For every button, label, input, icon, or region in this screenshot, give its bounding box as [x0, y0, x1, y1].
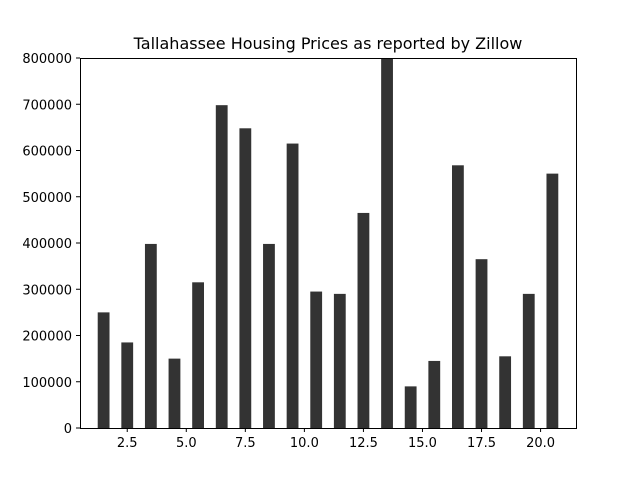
bar-11: [333, 293, 346, 428]
y-tick-label: 0: [64, 422, 72, 437]
bar-18: [499, 356, 512, 428]
bar-2: [121, 342, 134, 428]
y-tick-label: 400000: [22, 237, 72, 252]
bar-1: [97, 312, 110, 428]
bar-8: [263, 243, 275, 428]
x-tick-label: 15.0: [408, 436, 437, 451]
bar-20: [546, 173, 559, 428]
x-tick-label: 17.5: [467, 436, 496, 451]
bar-9: [286, 143, 299, 428]
bars-layer: [97, 58, 559, 429]
bar-10: [310, 291, 323, 428]
bar-12: [357, 212, 370, 428]
bar-13: [381, 58, 393, 428]
y-tick-label: 800000: [22, 52, 72, 67]
bar-15: [428, 360, 441, 428]
y-tick-label: 500000: [22, 191, 72, 206]
x-tick-label: 2.5: [117, 436, 138, 451]
y-tick-label: 700000: [22, 98, 72, 113]
y-axis-ticks: 0 100000 200000 300000 400000 500000 600000 700…: [22, 52, 80, 437]
bar-14: [404, 386, 417, 428]
bar-7: [239, 128, 252, 429]
x-tick-label: 12.5: [349, 436, 378, 451]
x-axis-ticks: 2.5 5.0 7.5 10.0 12.5 15.0 17.5 20.0: [117, 428, 555, 451]
bar-5: [192, 282, 204, 428]
bar-19: [522, 293, 535, 428]
bar-17: [475, 259, 488, 428]
x-tick-label: 10.0: [290, 436, 319, 451]
y-tick-label: 100000: [22, 376, 72, 391]
bar-6: [215, 105, 228, 429]
plot-frame: [80, 58, 577, 429]
y-tick-label: 200000: [22, 330, 72, 345]
chart-title: Tallahassee Housing Prices as reported b…: [133, 34, 523, 53]
bar-16: [452, 165, 464, 429]
x-tick-label: 20.0: [526, 436, 555, 451]
x-tick-label: 7.5: [235, 436, 256, 451]
bar-4: [168, 358, 181, 428]
x-tick-label: 5.0: [176, 436, 197, 451]
bar-3: [144, 243, 157, 428]
y-tick-label: 600000: [22, 145, 72, 160]
y-tick-label: 300000: [22, 283, 72, 298]
